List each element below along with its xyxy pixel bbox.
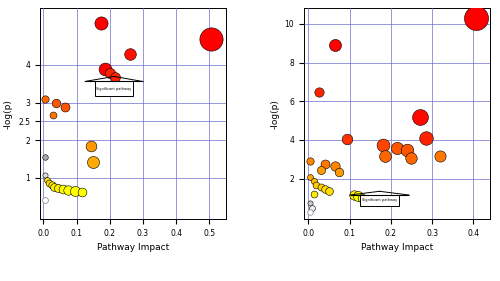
Point [331,164,339,168]
Y-axis label: -log(p): -log(p) [4,99,13,129]
Point [101,66,109,71]
Point [404,147,411,152]
Point [422,136,430,140]
Point [306,201,314,205]
Point [316,168,324,172]
Point [106,71,114,75]
Point [310,179,318,184]
Point [314,89,322,94]
Point [320,162,328,166]
Point [41,96,49,101]
Point [393,145,401,150]
Point [335,169,343,174]
Y-axis label: -log(p): -log(p) [270,99,279,129]
Text: Significant pathway: Significant pathway [96,87,132,90]
X-axis label: Pathway Impact: Pathway Impact [361,243,433,252]
Point [59,187,67,191]
Point [61,105,69,109]
Point [358,195,366,200]
Point [380,153,388,158]
Point [308,205,316,210]
Point [312,183,320,188]
Point [310,192,318,196]
Point [316,185,324,189]
Point [48,112,56,117]
Point [110,75,118,79]
Point [472,16,480,20]
Point [89,160,97,164]
X-axis label: Pathway Impact: Pathway Impact [97,243,169,252]
Point [98,21,106,26]
Point [64,188,72,192]
Point [350,193,358,197]
Point [52,100,60,105]
Point [436,153,444,158]
FancyBboxPatch shape [95,81,133,96]
Point [41,198,49,203]
Point [46,181,54,185]
Point [320,187,328,191]
Point [344,137,351,141]
Point [306,210,314,215]
Point [408,155,416,160]
Point [78,190,86,194]
Point [54,186,62,190]
Point [41,155,49,159]
Point [50,185,58,189]
FancyBboxPatch shape [360,195,399,206]
Point [42,178,50,183]
Point [306,159,314,164]
Point [331,43,339,47]
Point [88,144,96,148]
Point [126,51,134,56]
Point [325,189,333,193]
Point [48,183,56,187]
Point [71,189,79,193]
Point [41,173,49,177]
Point [378,142,386,147]
Point [354,194,362,199]
Point [207,36,215,41]
Point [306,175,314,179]
Text: Significant pathway: Significant pathway [362,198,397,202]
Point [416,114,424,119]
